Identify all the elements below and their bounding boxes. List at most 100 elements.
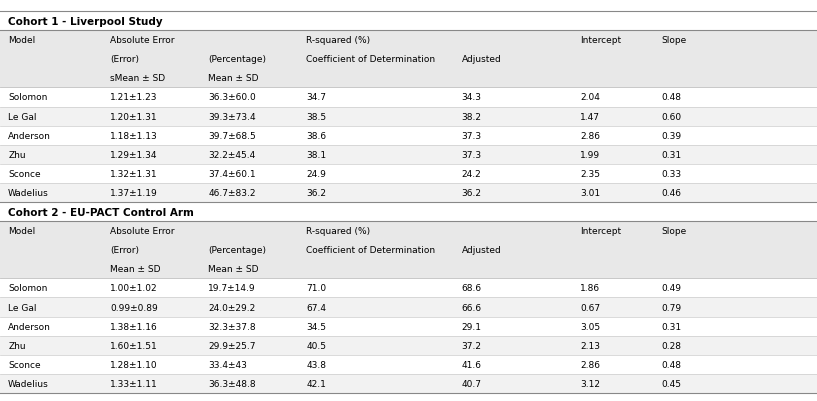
Text: (Error): (Error) — [110, 55, 139, 64]
Text: 1.38±1.16: 1.38±1.16 — [110, 322, 158, 331]
Text: 29.1: 29.1 — [462, 322, 481, 331]
Text: Coefficient of Determination: Coefficient of Determination — [306, 246, 435, 255]
Text: 2.35: 2.35 — [580, 170, 600, 178]
Text: 36.3±60.0: 36.3±60.0 — [208, 93, 256, 102]
Text: sMean ± SD: sMean ± SD — [110, 74, 165, 83]
Bar — [0, 374, 817, 393]
Text: R-squared (%): R-squared (%) — [306, 227, 370, 235]
Text: 36.3±48.8: 36.3±48.8 — [208, 379, 256, 388]
Text: 1.47: 1.47 — [580, 112, 600, 121]
Text: Coefficient of Determination: Coefficient of Determination — [306, 55, 435, 64]
Text: 0.79: 0.79 — [662, 303, 682, 312]
Text: Sconce: Sconce — [8, 170, 41, 178]
Text: 1.86: 1.86 — [580, 284, 600, 293]
Text: 66.6: 66.6 — [462, 303, 482, 312]
Text: 2.86: 2.86 — [580, 360, 600, 369]
Text: Zhu: Zhu — [8, 150, 26, 159]
Text: Mean ± SD: Mean ± SD — [208, 74, 259, 83]
Bar — [0, 164, 817, 184]
Text: 34.3: 34.3 — [462, 93, 481, 102]
Text: 3.12: 3.12 — [580, 379, 600, 388]
Text: 46.7±83.2: 46.7±83.2 — [208, 188, 256, 197]
Text: R-squared (%): R-squared (%) — [306, 36, 370, 45]
Text: 0.67: 0.67 — [580, 303, 600, 312]
Text: 38.5: 38.5 — [306, 112, 327, 121]
Text: (Error): (Error) — [110, 246, 139, 255]
Text: Sconce: Sconce — [8, 360, 41, 369]
Text: 0.31: 0.31 — [662, 322, 682, 331]
Text: 34.7: 34.7 — [306, 93, 326, 102]
Text: 24.0±29.2: 24.0±29.2 — [208, 303, 256, 312]
Text: 1.32±1.31: 1.32±1.31 — [110, 170, 158, 178]
Text: 0.28: 0.28 — [662, 341, 681, 350]
Text: 19.7±14.9: 19.7±14.9 — [208, 284, 256, 293]
Text: 0.46: 0.46 — [662, 188, 681, 197]
Text: 38.1: 38.1 — [306, 150, 327, 159]
Text: Zhu: Zhu — [8, 341, 26, 350]
Bar — [0, 50, 817, 69]
Text: 1.99: 1.99 — [580, 150, 600, 159]
Text: 1.29±1.34: 1.29±1.34 — [110, 150, 158, 159]
Text: 0.60: 0.60 — [662, 112, 682, 121]
Bar — [0, 146, 817, 164]
Bar — [0, 203, 817, 221]
Text: 0.31: 0.31 — [662, 150, 682, 159]
Text: 32.2±45.4: 32.2±45.4 — [208, 150, 256, 159]
Text: Anderson: Anderson — [8, 132, 51, 140]
Text: 42.1: 42.1 — [306, 379, 326, 388]
Text: 39.3±73.4: 39.3±73.4 — [208, 112, 256, 121]
Text: Model: Model — [8, 227, 35, 235]
Text: 0.48: 0.48 — [662, 360, 681, 369]
Bar — [0, 317, 817, 336]
Text: 37.4±60.1: 37.4±60.1 — [208, 170, 256, 178]
Text: Wadelius: Wadelius — [8, 188, 49, 197]
Text: 3.01: 3.01 — [580, 188, 600, 197]
Text: 1.28±1.10: 1.28±1.10 — [110, 360, 158, 369]
Bar — [0, 31, 817, 50]
Text: 33.4±43: 33.4±43 — [208, 360, 248, 369]
Text: Absolute Error: Absolute Error — [110, 227, 175, 235]
Text: Le Gal: Le Gal — [8, 112, 37, 121]
Text: 3.05: 3.05 — [580, 322, 600, 331]
Text: 2.04: 2.04 — [580, 93, 600, 102]
Text: 38.6: 38.6 — [306, 132, 327, 140]
Bar — [0, 12, 817, 31]
Text: 1.21±1.23: 1.21±1.23 — [110, 93, 158, 102]
Text: Adjusted: Adjusted — [462, 246, 502, 255]
Text: 38.2: 38.2 — [462, 112, 481, 121]
Text: 0.45: 0.45 — [662, 379, 681, 388]
Text: Absolute Error: Absolute Error — [110, 36, 175, 45]
Text: Anderson: Anderson — [8, 322, 51, 331]
Text: Model: Model — [8, 36, 35, 45]
Text: 0.39: 0.39 — [662, 132, 682, 140]
Text: Mean ± SD: Mean ± SD — [110, 265, 161, 273]
Text: 0.49: 0.49 — [662, 284, 681, 293]
Text: Intercept: Intercept — [580, 36, 621, 45]
Text: 24.9: 24.9 — [306, 170, 326, 178]
Text: Slope: Slope — [662, 36, 687, 45]
Text: 36.2: 36.2 — [306, 188, 326, 197]
Text: 0.48: 0.48 — [662, 93, 681, 102]
Text: (Percentage): (Percentage) — [208, 55, 266, 64]
Text: Intercept: Intercept — [580, 227, 621, 235]
Bar — [0, 126, 817, 146]
Text: 1.00±1.02: 1.00±1.02 — [110, 284, 158, 293]
Text: Solomon: Solomon — [8, 93, 47, 102]
Text: Wadelius: Wadelius — [8, 379, 49, 388]
Text: 1.33±1.11: 1.33±1.11 — [110, 379, 158, 388]
Text: Adjusted: Adjusted — [462, 55, 502, 64]
Text: 37.3: 37.3 — [462, 150, 482, 159]
Text: Cohort 1 - Liverpool Study: Cohort 1 - Liverpool Study — [8, 16, 163, 26]
Text: Solomon: Solomon — [8, 284, 47, 293]
Text: 0.33: 0.33 — [662, 170, 682, 178]
Text: 37.3: 37.3 — [462, 132, 482, 140]
Text: 68.6: 68.6 — [462, 284, 482, 293]
Text: 1.37±1.19: 1.37±1.19 — [110, 188, 158, 197]
Bar — [0, 69, 817, 88]
Bar — [0, 184, 817, 203]
Text: 0.99±0.89: 0.99±0.89 — [110, 303, 158, 312]
Text: 29.9±25.7: 29.9±25.7 — [208, 341, 256, 350]
Text: 1.20±1.31: 1.20±1.31 — [110, 112, 158, 121]
Bar — [0, 107, 817, 126]
Text: 71.0: 71.0 — [306, 284, 327, 293]
